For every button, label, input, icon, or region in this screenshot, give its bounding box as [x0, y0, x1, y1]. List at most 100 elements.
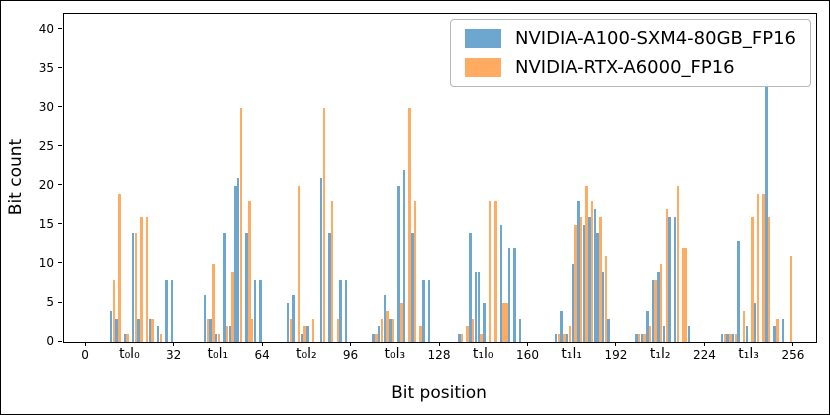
- x-tick: [703, 342, 705, 346]
- bar: [206, 318, 209, 342]
- x-tick-label: 256: [781, 348, 805, 362]
- bar: [397, 185, 400, 342]
- bar: [286, 303, 290, 342]
- bar: [253, 279, 256, 342]
- x-group-label: t₀l₃: [384, 346, 406, 362]
- bar: [518, 318, 522, 342]
- bar: [579, 217, 583, 342]
- x-tick-label: 224: [692, 348, 716, 362]
- x-tick: [350, 342, 351, 346]
- bar: [474, 271, 478, 342]
- bar: [599, 217, 602, 342]
- bar: [657, 271, 660, 342]
- bar: [767, 217, 771, 342]
- bar: [209, 318, 212, 342]
- bar: [140, 217, 143, 342]
- y-tick-label: 35: [38, 60, 54, 75]
- bar: [377, 326, 381, 342]
- bar: [151, 318, 154, 342]
- bar: [137, 318, 140, 342]
- x-tick: [527, 342, 528, 346]
- bar: [687, 326, 691, 342]
- bar: [643, 334, 646, 342]
- bar: [726, 334, 729, 342]
- bar: [684, 248, 688, 342]
- bar: [123, 334, 127, 342]
- y-tick-label: 30: [38, 99, 54, 114]
- bar: [239, 107, 243, 342]
- bar: [336, 318, 339, 342]
- y-tick-label: 25: [38, 138, 54, 153]
- bar: [499, 224, 503, 342]
- bar: [762, 193, 765, 342]
- bar: [109, 310, 113, 342]
- x-tick: [792, 342, 794, 346]
- y-tick: [58, 262, 62, 264]
- x-group-label: t₁l₁: [561, 346, 582, 362]
- bar: [662, 326, 666, 342]
- bar: [203, 295, 207, 342]
- legend-entry: NVIDIA-RTX-A6000_FP16: [465, 57, 796, 78]
- bar: [391, 318, 395, 342]
- bar: [781, 318, 785, 342]
- bar: [654, 279, 657, 342]
- y-tick: [58, 67, 62, 69]
- x-tick: [173, 342, 175, 346]
- bar: [250, 318, 254, 342]
- y-tick-label: 5: [46, 295, 54, 309]
- bar: [601, 271, 605, 342]
- bar: [170, 279, 174, 342]
- bar: [422, 279, 425, 342]
- bar: [145, 217, 149, 342]
- x-tick: [438, 342, 440, 346]
- bar: [505, 303, 508, 342]
- bar: [159, 334, 162, 342]
- x-group-label: t₁l₀: [472, 346, 494, 362]
- bar: [585, 185, 588, 342]
- y-tick: [58, 184, 62, 186]
- bar: [466, 326, 469, 342]
- bar: [148, 318, 151, 342]
- bar: [637, 334, 641, 342]
- y-tick: [58, 145, 62, 147]
- bar: [419, 326, 422, 342]
- bar: [765, 84, 768, 342]
- bar: [245, 232, 248, 342]
- bar: [386, 310, 389, 342]
- bar: [372, 334, 375, 342]
- bar: [640, 334, 644, 342]
- bar: [488, 201, 491, 342]
- bar: [471, 318, 475, 342]
- y-tick: [58, 106, 62, 108]
- bar: [665, 209, 668, 342]
- bar: [400, 303, 403, 342]
- bar: [458, 334, 461, 342]
- bar: [648, 326, 652, 342]
- bar: [460, 334, 464, 342]
- legend-label: NVIDIA-RTX-A6000_FP16: [515, 57, 735, 78]
- bar: [214, 334, 218, 342]
- bar: [588, 217, 591, 342]
- bar: [668, 217, 671, 342]
- bar: [480, 334, 483, 342]
- bar: [673, 217, 677, 342]
- bar: [563, 334, 566, 342]
- x-tick-label: 0: [81, 348, 89, 362]
- bar: [328, 232, 331, 342]
- x-group-label: t₀l₁: [207, 346, 229, 362]
- bar: [477, 271, 480, 342]
- bar: [408, 107, 411, 342]
- bar: [582, 224, 585, 342]
- bar: [292, 295, 295, 342]
- x-tick-label: 128: [427, 348, 451, 362]
- bar: [126, 334, 129, 342]
- bar: [494, 201, 497, 342]
- x-tick: [84, 342, 86, 346]
- bar: [560, 310, 563, 342]
- bar: [723, 334, 726, 342]
- x-tick-label: 96: [342, 348, 359, 362]
- bar: [731, 334, 735, 342]
- y-tick: [58, 223, 62, 225]
- bar: [300, 334, 303, 342]
